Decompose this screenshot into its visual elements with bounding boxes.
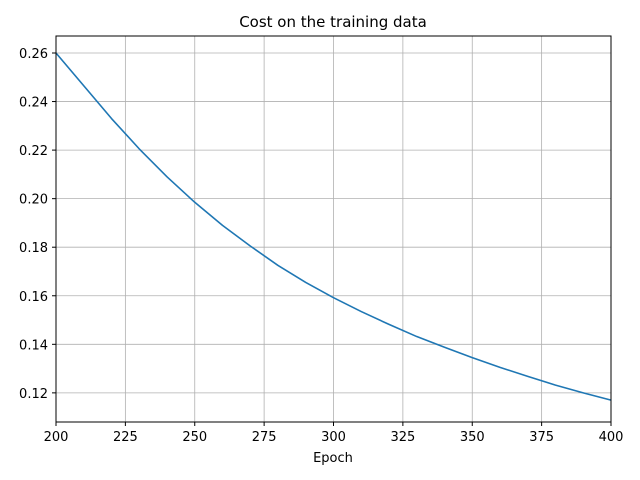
y-tick-label: 0.24 [19,96,48,111]
y-axis: 0.12 0.14 0.16 0.18 0.20 0.22 0.24 0.26 [19,47,56,402]
x-tick-label: 200 [44,430,69,445]
y-tick-label: 0.26 [19,47,48,62]
x-tick-label: 350 [460,430,485,445]
x-tick-label: 300 [321,430,346,445]
y-tick-label: 0.12 [19,387,48,402]
chart-title: Cost on the training data [239,13,427,31]
x-tick-label: 275 [252,430,277,445]
y-tick-label: 0.14 [19,338,48,353]
grid-lines [55,36,612,422]
x-tick-label: 375 [529,430,554,445]
y-tick-label: 0.18 [19,241,48,256]
x-tick-label: 250 [182,430,207,445]
y-tick-label: 0.20 [19,193,48,208]
y-tick-label: 0.16 [19,290,48,305]
x-axis: 200 225 250 275 300 325 350 375 400 [44,422,624,445]
y-tick-label: 0.22 [19,144,48,159]
x-tick-label: 325 [390,430,415,445]
x-tick-label: 225 [113,430,138,445]
x-tick-label: 400 [599,430,624,445]
series-layer [55,52,612,401]
cost-series-line [55,52,612,401]
x-axis-label: Epoch [313,451,353,466]
